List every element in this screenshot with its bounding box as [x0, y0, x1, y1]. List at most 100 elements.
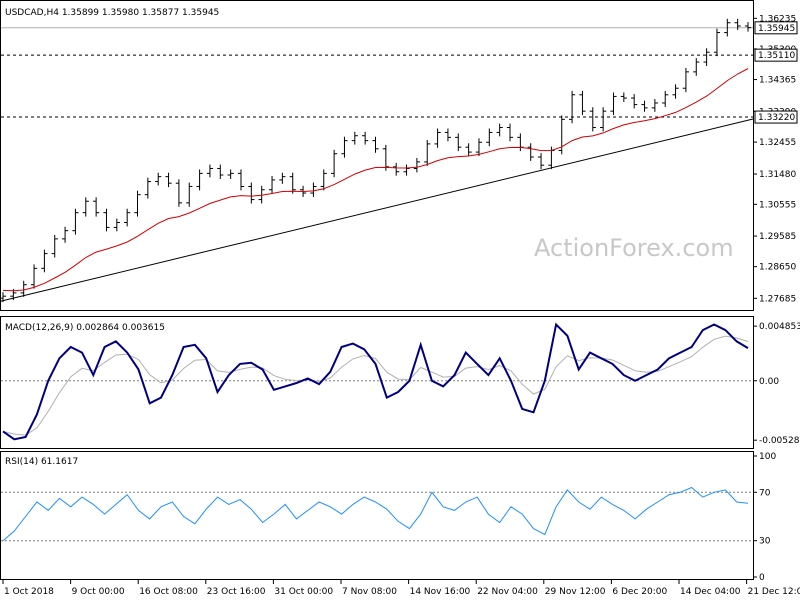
- candle: [362, 131, 369, 145]
- candle: [144, 177, 151, 199]
- price-level-label: 1.33220: [754, 110, 798, 124]
- candle: [713, 28, 721, 57]
- candle: [724, 18, 731, 37]
- time-tick-label: 21 Dec 12:00: [748, 587, 800, 597]
- time-tick-label: 22 Nov 04:00: [477, 587, 538, 597]
- time-axis: 1 Oct 2018 9 Oct 00:00 16 Oct 08:00 23 Oct …: [2, 580, 800, 597]
- candle: [444, 128, 452, 142]
- candle: [620, 92, 627, 102]
- time-tick-label: 16 Oct 08:00: [139, 587, 198, 597]
- rsi-line: [2, 486, 749, 542]
- price-label-text: 1.35110: [758, 51, 795, 61]
- candle: [496, 123, 503, 137]
- candle: [165, 172, 172, 188]
- candle: [124, 208, 131, 227]
- time-tick-label: 14 Dec 04:00: [680, 587, 741, 597]
- candle: [289, 172, 296, 194]
- time-tick-label: 29 Nov 12:00: [545, 587, 606, 597]
- candle: [662, 90, 669, 107]
- candle: [734, 18, 741, 30]
- candle: [310, 182, 317, 197]
- candle: [196, 169, 203, 191]
- candle: [434, 128, 441, 148]
- macd-pane[interactable]: MACD(12,26,9) 0.002864 0.003615 0.004853…: [0, 316, 800, 449]
- price-axis-tick-label: 1.28650: [759, 263, 796, 273]
- candle: [372, 136, 379, 153]
- price-label-box: [754, 21, 798, 35]
- candle: [558, 115, 565, 155]
- price-axis-tick-label: 1.34365: [759, 76, 796, 86]
- candle: [703, 48, 710, 66]
- candle: [537, 153, 545, 170]
- rsi-tick-label: 0: [759, 573, 765, 583]
- macd-main-line: [2, 322, 749, 441]
- time-tick-label: 6 Dec 20:00: [612, 587, 667, 597]
- candle: [72, 208, 79, 235]
- candle: [51, 234, 58, 258]
- price-axis-tick-label: 1.27685: [759, 294, 796, 304]
- candle: [424, 139, 431, 166]
- rsi-tick-label: 30: [759, 537, 771, 547]
- candle: [258, 185, 265, 204]
- candle: [268, 175, 276, 194]
- macd-tick-label: 0.00: [759, 377, 779, 387]
- candle: [506, 123, 514, 142]
- time-tick-label: 23 Oct 16:00: [207, 587, 266, 597]
- candle: [248, 182, 255, 204]
- candle: [227, 169, 234, 179]
- candle: [672, 84, 679, 99]
- time-tick-label: 31 Oct 00:00: [274, 587, 333, 597]
- rsi-pane-title: RSI(14) 61.1617: [5, 457, 78, 467]
- candle: [475, 138, 483, 157]
- candle: [682, 67, 690, 93]
- price-label-text: 1.33220: [758, 113, 795, 123]
- candle: [82, 197, 89, 217]
- candle: [331, 149, 338, 178]
- candle: [455, 133, 462, 152]
- candle: [134, 190, 141, 217]
- time-tick-label: 1 Oct 2018: [4, 587, 54, 597]
- candle: [217, 164, 224, 179]
- price-axis-tick-label: 1.36235: [759, 14, 796, 24]
- candle: [155, 172, 162, 186]
- macd-tick-label: -0.005284: [759, 436, 800, 446]
- candle: [351, 131, 358, 145]
- candle: [237, 169, 245, 191]
- candle: [20, 280, 27, 297]
- candle: [382, 144, 389, 171]
- candle: [744, 22, 752, 32]
- rsi-pane[interactable]: RSI(14) 61.1617 100 70 30 0: [0, 451, 777, 584]
- candle: [186, 182, 193, 207]
- price-level-label: 1.35945: [754, 21, 798, 35]
- candle: [30, 264, 38, 289]
- candle: [486, 128, 493, 147]
- candle: [93, 197, 100, 217]
- price-axis-tick-label: 1.29585: [759, 232, 796, 242]
- candle: [631, 94, 638, 109]
- candle: [568, 90, 576, 124]
- candle: [693, 58, 700, 76]
- candle: [279, 172, 286, 184]
- candle: [320, 169, 327, 191]
- price-axis-tick-label: 1.32455: [759, 138, 796, 148]
- price-axis-tick-label: 1.30555: [759, 200, 796, 210]
- candle: [600, 107, 607, 132]
- candle: [41, 249, 48, 273]
- candle: [527, 143, 534, 161]
- rsi-tick-label: 70: [759, 488, 771, 498]
- candle: [651, 99, 658, 112]
- price-pane-title: USDCAD,H4 1.35899 1.35980 1.35877 1.3594…: [5, 8, 219, 18]
- time-tick-label: 14 Nov 16:00: [410, 587, 471, 597]
- price-pane[interactable]: ActionForex.com USDCAD,H4 1.35899 1.3598…: [0, 0, 798, 311]
- watermark: ActionForex.com: [534, 234, 734, 262]
- candle: [579, 90, 586, 116]
- time-tick-label: 7 Nov 08:00: [342, 587, 397, 597]
- price-axis-tick-label: 1.31480: [759, 170, 796, 180]
- candle: [413, 157, 420, 173]
- price-label-box: [754, 110, 798, 124]
- macd-pane-title: MACD(12,26,9) 0.002864 0.003615: [5, 323, 165, 333]
- candle: [589, 107, 596, 132]
- candle: [175, 179, 183, 207]
- moving-average-line: [2, 68, 749, 292]
